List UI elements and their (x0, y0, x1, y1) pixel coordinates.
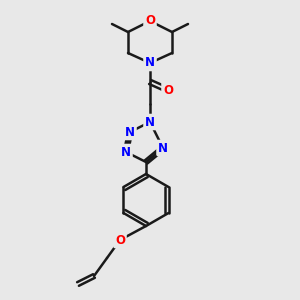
Text: N: N (145, 56, 155, 70)
Text: N: N (158, 142, 168, 154)
Text: O: O (115, 233, 125, 247)
Text: O: O (145, 14, 155, 28)
Text: N: N (125, 125, 135, 139)
Text: N: N (121, 146, 131, 158)
Text: O: O (163, 83, 173, 97)
Text: N: N (145, 116, 155, 128)
